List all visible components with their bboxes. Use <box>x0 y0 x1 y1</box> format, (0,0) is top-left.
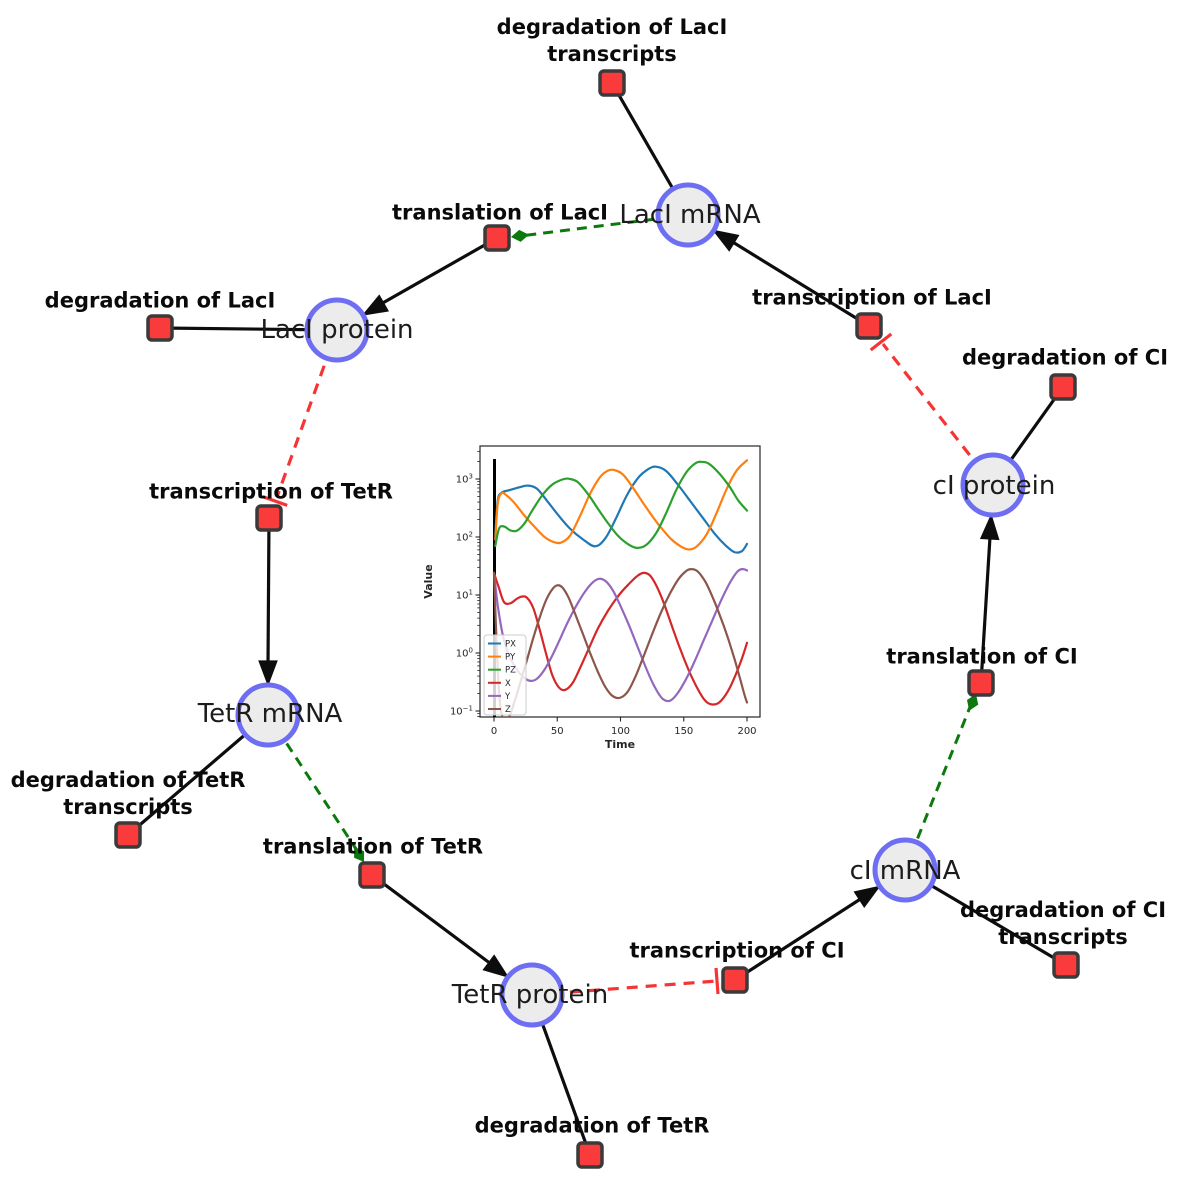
reaction-label-degradation-laci-transcripts: degradation of LacI transcripts <box>496 15 728 66</box>
diamond-arrow-translation-tetr <box>354 846 365 862</box>
y-tick-label: 103 <box>456 473 473 486</box>
legend-label-PX: PX <box>505 640 516 650</box>
reaction-label-degradation-laci: degradation of LacI <box>44 288 276 313</box>
chart-series-group <box>492 459 749 717</box>
x-tick-label: 100 <box>611 726 630 737</box>
species-node-tetr-mrna[interactable] <box>235 682 301 748</box>
reaction-label-translation-laci: translation of LacI <box>392 200 608 225</box>
x-tick-label: 150 <box>674 726 693 737</box>
series-PZ <box>494 460 749 550</box>
legend-label-X: X <box>505 679 511 689</box>
reaction-node-translation-tetr[interactable] <box>358 861 386 889</box>
reaction-label-translation-tetr: translation of TetR <box>262 834 484 859</box>
reaction-nodes <box>114 69 1080 1169</box>
x-tick-label: 200 <box>737 726 756 737</box>
edge-transcription-tetr-to-mrna <box>266 517 271 666</box>
species-label-laci-protein: LacI protein <box>260 315 414 345</box>
y-axis-label: Value <box>422 564 435 598</box>
series-PY <box>494 459 749 551</box>
reaction-node-degradation-laci[interactable] <box>146 314 174 342</box>
species-label-tetr-protein: TetR protein <box>451 980 609 1010</box>
inset-timeseries-chart: 103 102 101 100 10−1 0 50 100 150 200 Time Value PX P… <box>418 428 783 763</box>
series-Y <box>492 567 749 703</box>
edge-transcription-laci-to-mrna <box>730 239 870 328</box>
arrowhead-to-laci-protein <box>361 294 390 316</box>
diamond-arrow-translation-laci <box>511 229 529 242</box>
edge-lacimrna-to-translation <box>519 213 689 238</box>
reaction-node-transcription-laci[interactable] <box>855 312 883 340</box>
y-tick-label: 10−1 <box>450 705 473 718</box>
species-label-laci-mrna: LacI mRNA <box>619 200 761 230</box>
species-node-ci-protein[interactable] <box>960 452 1026 518</box>
legend-label-Y: Y <box>504 692 511 702</box>
arrowhead-to-tetr-protein <box>482 954 510 978</box>
y-tick-label: 100 <box>456 647 473 660</box>
species-nodes <box>235 182 1026 1028</box>
production-edges <box>258 229 1000 982</box>
y-tick-label: 102 <box>456 531 473 544</box>
diamond-arrow-translation-ci <box>967 694 979 711</box>
reaction-label-transcription-ci: transcription of CI <box>629 938 845 963</box>
tbar-transcription-ci <box>714 967 720 995</box>
species-node-laci-protein[interactable] <box>304 297 370 363</box>
reaction-node-translation-laci[interactable] <box>483 224 511 252</box>
reaction-node-translation-ci[interactable] <box>967 669 995 697</box>
reaction-label-degradation-tetr: degradation of TetR <box>474 1113 710 1138</box>
arrowhead-to-tetr-mrna <box>258 660 278 687</box>
modifier-diamonds <box>354 229 979 862</box>
edge-transcription-ci-to-mrna <box>734 896 863 982</box>
arrowhead-to-ci-mrna <box>853 885 881 909</box>
reaction-label-degradation-ci: degradation of CI <box>961 345 1169 370</box>
x-tick-label: 0 <box>491 726 497 737</box>
species-label-tetr-mrna: TetR mRNA <box>197 699 343 729</box>
legend-label-Z: Z <box>505 705 511 715</box>
reaction-node-degradation-tetr-transcripts[interactable] <box>114 821 142 849</box>
edge-translation-ci-to-protein <box>979 536 992 684</box>
series-X <box>492 571 749 706</box>
reaction-node-degradation-ci[interactable] <box>1049 373 1077 401</box>
edge-tetrmrna-to-translation <box>266 714 360 853</box>
reaction-label-transcription-tetr: transcription of TetR <box>149 479 393 504</box>
edge-cimrna-to-translation <box>903 701 974 871</box>
reaction-node-degradation-tetr[interactable] <box>576 1141 604 1169</box>
arrowhead-to-laci-mrna <box>712 229 740 252</box>
reaction-label-degradation-ci-transcripts: degradation of CI transcripts <box>959 898 1167 949</box>
tbar-transcription-laci <box>869 332 893 352</box>
edge-translation-tetr-to-protein <box>371 873 492 966</box>
reaction-node-degradation-ci-transcripts[interactable] <box>1052 951 1080 979</box>
legend-label-PZ: PZ <box>505 666 516 676</box>
reaction-label-transcription-laci: transcription of LacI <box>752 285 992 310</box>
species-label-ci-protein: cI protein <box>932 471 1056 501</box>
reaction-label-translation-ci: translation of CI <box>886 644 1078 669</box>
reaction-node-transcription-tetr[interactable] <box>255 504 283 532</box>
species-node-laci-mrna[interactable] <box>655 182 721 248</box>
reaction-node-degradation-laci-transcripts[interactable] <box>598 69 626 97</box>
legend-label-PY: PY <box>505 653 516 663</box>
reaction-label-degradation-tetr-transcripts: degradation of TetR transcripts <box>10 768 246 819</box>
chart-legend: PX PY PZ XYZ <box>483 634 527 716</box>
edge-translation-laci-to-protein <box>380 236 498 306</box>
species-node-ci-mrna[interactable] <box>872 837 938 903</box>
tbar-transcription-tetr <box>262 495 288 507</box>
y-tick-label: 101 <box>456 589 473 602</box>
x-axis-label: Time <box>605 738 635 751</box>
modifier-edges <box>266 213 974 871</box>
arrowhead-to-ci-protein <box>979 513 1000 541</box>
species-label-ci-mrna: cI mRNA <box>849 856 961 886</box>
reaction-node-transcription-ci[interactable] <box>721 966 749 994</box>
series-PX <box>494 465 749 554</box>
edge-tetrprotein-inhibits-ci <box>531 979 718 997</box>
species-node-tetr-protein[interactable] <box>499 962 565 1028</box>
x-tick-label: 50 <box>551 726 564 737</box>
